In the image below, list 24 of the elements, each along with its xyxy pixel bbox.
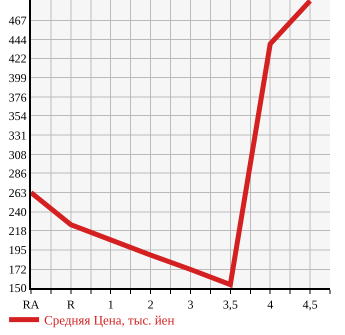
y-tick-label: 308: [8, 148, 27, 162]
x-tick-label: 3,5: [222, 297, 238, 312]
y-tick-label: 218: [8, 224, 27, 238]
y-tick-label: 467: [8, 13, 27, 28]
x-tick-label: 4: [267, 297, 274, 312]
y-tick-label: 286: [8, 166, 27, 180]
y-tick-label: 240: [8, 205, 27, 220]
y-tick-label: 444: [8, 32, 27, 47]
y-tick-label: 331: [8, 128, 27, 142]
x-tick-label: RA: [22, 297, 40, 312]
y-tick-label: 150: [8, 281, 27, 296]
y-tick-label: 376: [8, 90, 27, 104]
x-tick-label: 3: [187, 297, 194, 312]
legend-label: Средняя Цена, тыс. йен: [44, 312, 174, 328]
x-tick-label: 1: [108, 297, 114, 312]
y-tick-label: 399: [8, 70, 27, 85]
y-tick-label: 195: [8, 243, 27, 258]
x-tick-label: 2: [148, 297, 154, 312]
y-tick-label: 422: [8, 51, 27, 66]
x-tick-label: R: [66, 297, 75, 312]
y-tick-label: 354: [8, 108, 27, 123]
y-tick-label: 172: [8, 262, 27, 277]
y-tick-label: 263: [8, 186, 27, 200]
x-tick-label: 4,5: [302, 297, 318, 312]
